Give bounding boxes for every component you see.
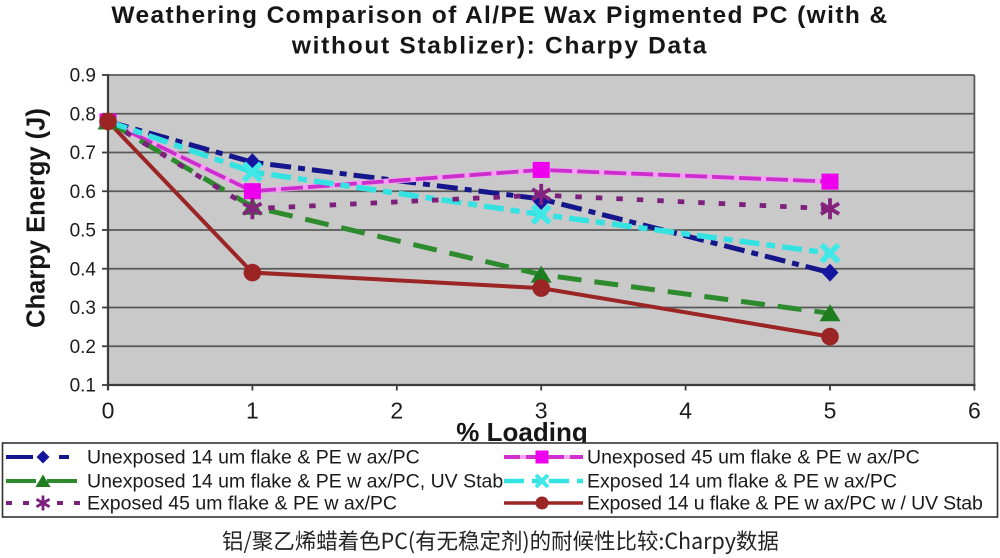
svg-text:0.5: 0.5: [70, 221, 96, 242]
svg-text:0.6: 0.6: [70, 182, 96, 203]
svg-text:0.8: 0.8: [70, 104, 96, 125]
svg-text:0: 0: [102, 398, 115, 424]
svg-text:0.4: 0.4: [70, 259, 97, 280]
svg-text:Exposed 14 u flake & PE w ax/P: Exposed 14 u flake & PE w ax/PC w / UV S…: [587, 493, 983, 515]
svg-text:Exposed 14 um flake & PE w ax/: Exposed 14 um flake & PE w ax/PC: [587, 471, 897, 493]
svg-text:0.3: 0.3: [70, 298, 96, 319]
svg-text:Unexposed 14 um flake & PE w a: Unexposed 14 um flake & PE w ax/PC: [87, 447, 420, 469]
svg-text:Unexposed 14 um flake & PE w a: Unexposed 14 um flake & PE w ax/PC, UV S…: [87, 471, 503, 493]
svg-text:4: 4: [679, 398, 692, 424]
svg-text:0.1: 0.1: [70, 376, 96, 397]
svg-text:3: 3: [535, 398, 548, 424]
svg-text:0.2: 0.2: [70, 337, 96, 358]
svg-text:% Loading: % Loading: [456, 417, 587, 447]
svg-text:Exposed 45 um flake & PE w ax/: Exposed 45 um flake & PE w ax/PC: [87, 493, 397, 515]
svg-text:2: 2: [390, 398, 403, 424]
svg-text:6: 6: [968, 398, 981, 424]
svg-text:without Stablizer): Charpy Da: without Stablizer): Charpy Data: [291, 33, 708, 60]
svg-text:1: 1: [246, 398, 259, 424]
svg-text:Weathering Comparison of Al/PE: Weathering Comparison of Al/PE Wax Pigme…: [111, 2, 888, 29]
svg-text:Charpy Energy (J): Charpy Energy (J): [23, 108, 51, 328]
svg-text:0.7: 0.7: [70, 143, 96, 164]
svg-text:Unexposed 45 um flake & PE w a: Unexposed 45 um flake & PE w ax/PC: [587, 447, 920, 469]
svg-text:5: 5: [824, 398, 837, 424]
svg-text:0.9: 0.9: [70, 66, 96, 87]
